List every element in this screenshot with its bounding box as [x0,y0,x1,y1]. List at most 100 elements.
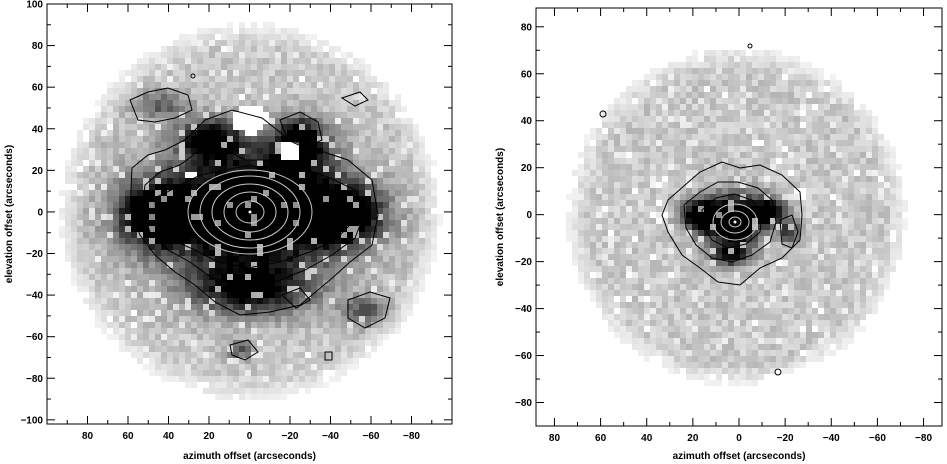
pixel-cell [233,262,239,268]
pixel-cell [662,236,668,242]
pixel-cell [878,278,884,284]
pixel-cell [728,122,734,128]
pixel-cell [203,112,209,118]
pixel-cell [734,152,740,158]
pixel-cell [245,358,251,364]
pixel-cell [365,142,371,148]
pixel-cell [722,134,728,140]
pixel-cell [776,212,782,218]
pixel-cell [323,196,329,202]
pixel-cell [359,178,365,184]
pixel-cell [668,152,674,158]
pixel-cell [395,142,401,148]
pixel-cell [245,382,251,388]
pixel-cell [323,256,329,262]
pixel-cell [329,208,335,214]
pixel-cell [239,220,245,226]
pixel-cell [734,284,740,290]
pixel-cell [293,100,299,106]
pixel-cell [281,220,287,226]
pixel-cell [215,148,221,154]
pixel-cell [848,206,854,212]
pixel-cell [710,140,716,146]
pixel-cell [407,220,413,226]
pixel-cell [245,196,251,202]
pixel-cell [824,116,830,122]
pixel-cell [395,154,401,160]
pixel-cell [203,82,209,88]
pixel-cell [752,236,758,242]
pixel-cell [341,202,347,208]
pixel-cell [83,124,89,130]
pixel-cell [287,280,293,286]
pixel-cell [602,116,608,122]
pixel-cell [830,248,836,254]
pixel-cell [179,88,185,94]
pixel-cell [686,266,692,272]
pixel-cell [197,142,203,148]
pixel-cell [239,274,245,280]
pixel-cell [221,238,227,244]
pixel-cell [395,292,401,298]
pixel-cell [275,178,281,184]
pixel-cell [758,86,764,92]
pixel-cell [233,292,239,298]
pixel-cell [710,80,716,86]
pixel-cell [149,334,155,340]
pixel-cell [269,136,275,142]
pixel-cell [722,110,728,116]
pixel-cell [770,188,776,194]
pixel-cell [578,164,584,170]
pixel-cell [167,142,173,148]
pixel-cell [299,244,305,250]
pixel-cell [125,130,131,136]
pixel-cell [257,160,263,166]
pixel-cell [650,146,656,152]
pixel-cell [686,122,692,128]
pixel-cell [626,260,632,266]
pixel-cell [179,82,185,88]
pixel-cell [878,218,884,224]
y-tick-label: 20 [32,166,44,177]
pixel-cell [830,278,836,284]
pixel-cell [662,188,668,194]
pixel-cell [311,370,317,376]
pixel-cell [395,184,401,190]
pixel-cell [209,364,215,370]
pixel-cell [644,206,650,212]
pixel-cell [788,278,794,284]
pixel-cell [191,124,197,130]
pixel-cell [317,100,323,106]
pixel-cell [329,82,335,88]
pixel-cell [377,196,383,202]
pixel-cell [119,238,125,244]
pixel-cell [299,190,305,196]
pixel-cell [209,202,215,208]
pixel-cell [710,152,716,158]
pixel-cell [620,284,626,290]
pixel-cell [644,92,650,98]
pixel-cell [149,220,155,226]
pixel-cell [311,118,317,124]
pixel-cell [824,170,830,176]
pixel-cell [728,140,734,146]
pixel-cell [614,176,620,182]
pixel-cell [263,214,269,220]
pixel-cell [764,224,770,230]
pixel-cell [119,340,125,346]
pixel-cell [227,178,233,184]
pixel-cell [692,170,698,176]
pixel-cell [95,268,101,274]
pixel-cell [383,100,389,106]
pixel-cell [425,154,431,160]
pixel-cell [209,106,215,112]
pixel-cell [620,146,626,152]
pixel-cell [854,110,860,116]
pixel-cell [269,148,275,154]
pixel-cell [191,382,197,388]
pixel-cell [335,250,341,256]
pixel-cell [626,92,632,98]
pixel-cell [281,394,287,400]
pixel-cell [155,268,161,274]
pixel-cell [662,272,668,278]
